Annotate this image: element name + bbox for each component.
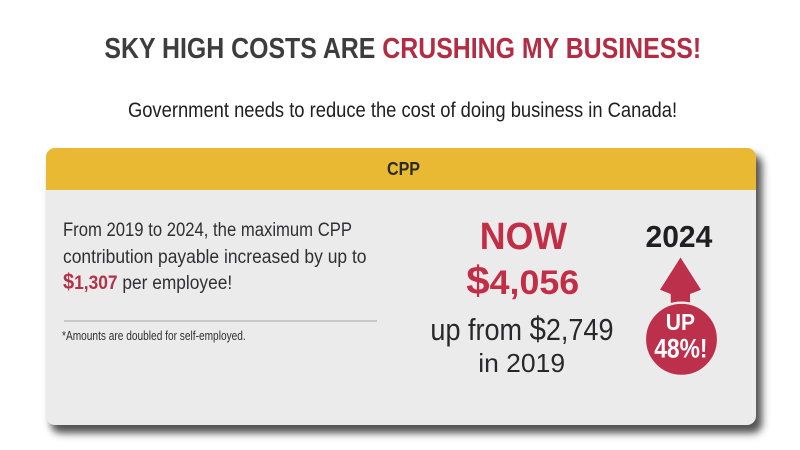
svg-text:UP: UP [666,309,695,335]
svg-text:48%!: 48%! [654,334,707,364]
